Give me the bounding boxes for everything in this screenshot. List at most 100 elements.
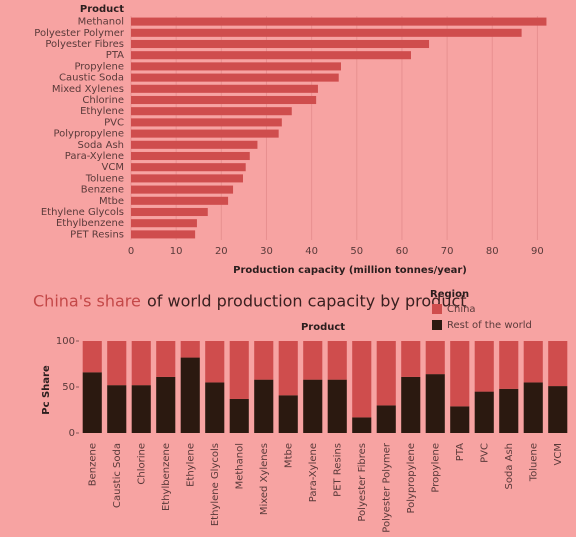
x-tick-label: Polyester Polymer [381,442,392,533]
y-tick-label: Polyester Fibres [45,39,124,50]
bar-segment [278,341,298,396]
bar-segment [425,374,445,433]
y-tick-label: VCM [102,162,124,173]
legend-swatch [432,304,442,314]
y-tick-label: PVC [104,117,124,128]
bar-segment [523,382,543,433]
bar-segment [474,341,494,392]
x-tick-label: Propylene [430,443,441,493]
bar-segment [401,341,421,377]
bar-segment [82,341,102,373]
bar-segment [499,388,519,433]
bar-segment [107,385,127,433]
x-tick-label: Soda Ash [504,443,515,490]
x-tick-label: 70 [441,246,454,257]
bar [131,163,246,172]
bar-segment [229,341,249,399]
y-tick-label: Methanol [78,17,124,28]
bar [131,196,229,205]
x-tick-label: Caustic Soda [112,443,123,508]
legend-label: Rest of the world [447,320,532,331]
x-tick-label: VCM [553,443,564,465]
y-tick-label: 0 [69,428,75,439]
y-tick-label: Caustic Soda [59,73,124,84]
legend-swatch [432,320,442,330]
x-tick-label: Mixed Xylenes [259,443,270,515]
bar-segment [156,341,176,377]
bar-segment [303,341,323,380]
bar-segment [180,341,200,358]
legend-title: Region [430,289,469,300]
bar [131,28,522,37]
y-axis-title: Pc Share [41,365,52,415]
bar-segment [82,372,102,433]
bar [131,84,318,93]
x-tick-label: PVC [479,443,490,463]
bar-segment [327,379,347,433]
bar [131,73,339,82]
x-tick-label: 10 [170,246,183,257]
x-tick-label: 80 [486,246,499,257]
y-tick-label: Polypropylene [53,129,124,140]
category-header: Product [301,322,345,333]
bar-segment [205,382,225,433]
x-tick-label: PET Resins [332,443,343,497]
x-axis-title: Production capacity (million tonnes/year… [233,265,467,276]
chart-title-highlight: China's share [33,292,141,311]
x-tick-label: 20 [215,246,228,257]
bar-segment [352,417,372,433]
x-tick-label: Ethylene [185,443,196,487]
y-tick-label: Soda Ash [77,140,124,151]
bar [131,230,196,239]
y-tick-label: Mtbe [99,196,124,207]
x-tick-label: Polyester Fibres [357,443,368,522]
x-tick-label: Benzene [87,443,98,486]
bar [131,62,341,71]
bar-segment [156,376,176,433]
bar [131,129,279,138]
y-tick-label: Para-Xylene [65,151,124,162]
x-tick-label: 40 [305,246,318,257]
bar-segment [548,386,568,433]
x-tick-label: Methanol [234,443,245,489]
x-tick-label: PTA [455,443,466,461]
x-tick-label: Toluene [528,443,539,482]
bar [131,207,208,217]
y-tick-label: Toluene [85,173,124,184]
bar-segment [548,341,568,387]
bar-segment [229,398,249,433]
y-tick-label: PET Resins [70,229,124,240]
bar [131,95,317,105]
bar [131,39,430,49]
legend-label: China [447,304,476,315]
bar [131,107,292,116]
bar-segment [499,341,519,389]
x-tick-label: Mtbe [283,443,294,468]
bar-segment [303,379,323,433]
x-tick-label: Ethylene Glycols [210,443,221,526]
bar-segment [376,341,396,406]
category-header: Product [80,4,124,15]
bar-segment [205,341,225,383]
bar-segment [254,379,274,433]
x-tick-label: Para-Xylene [308,443,319,502]
y-tick-label: Mixed Xylenes [52,84,124,95]
bar [131,151,250,161]
bar-segment [425,341,445,375]
x-tick-label: 0 [128,246,134,257]
y-tick-label: PTA [106,50,124,61]
x-tick-label: Chlorine [136,443,147,485]
y-tick-label: Chlorine [82,95,124,106]
bar [131,219,197,228]
y-tick-label: Ethylene [80,106,124,117]
x-tick-label: 90 [531,246,544,257]
y-tick-label: 50 [62,382,75,393]
y-tick-label: 100 [56,336,75,347]
chart-title: of world production capacity by product [147,292,467,311]
x-tick-label: 50 [350,246,363,257]
bar-segment [278,395,298,433]
bar [131,185,234,194]
y-tick-label: Ethylene Glycols [41,207,124,218]
